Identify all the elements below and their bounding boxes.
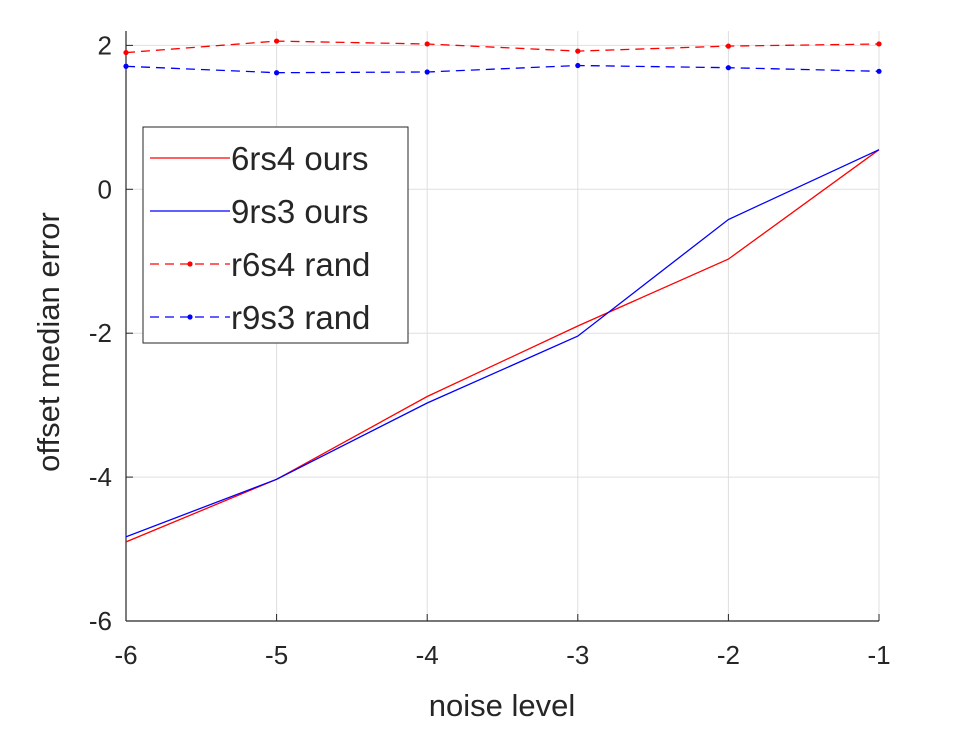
series-line-4 [125, 64, 880, 74]
data-point [274, 70, 280, 76]
y-tick-label: 0 [98, 174, 112, 204]
data-point [725, 65, 732, 71]
y-tick-label: -2 [89, 318, 112, 348]
data-point [725, 43, 732, 49]
legend-label-4: r9s3 rand [231, 299, 370, 336]
series-line-2 [125, 149, 880, 538]
series-line-3 [125, 40, 880, 54]
legend-label-3: r6s4 rand [231, 246, 370, 283]
data-point [123, 49, 129, 56]
axes [125, 31, 880, 622]
y-axis-label: offset median error [31, 212, 66, 472]
legend-marker [187, 314, 193, 320]
legend-label-2: 9rs3 ours [231, 193, 369, 230]
y-tick-label: -4 [89, 462, 112, 492]
data-point [123, 63, 129, 69]
x-tick-label: -6 [114, 640, 137, 670]
x-axis-label: noise level [429, 688, 575, 723]
legend-marker [187, 261, 193, 267]
x-tick-label: -3 [566, 640, 589, 670]
series-line-1 [125, 149, 880, 543]
x-tick-label: -1 [867, 640, 890, 670]
data-point [424, 41, 430, 47]
y-tick-labels: -6 -4 -2 0 2 [89, 30, 112, 636]
x-tick-label: -5 [265, 640, 288, 670]
data-point [575, 48, 581, 54]
data-point [274, 38, 280, 44]
data-point [575, 62, 581, 69]
legend: 6rs4 ours 9rs3 ours r6s4 rand r9s3 rand [142, 126, 409, 344]
data-point [876, 41, 882, 47]
legend-box [142, 126, 409, 344]
x-tick-label: -4 [416, 640, 439, 670]
series-group [123, 38, 882, 543]
data-point [424, 69, 430, 75]
data-point [876, 68, 882, 74]
x-tick-labels: -6 -5 -4 -3 -2 -1 [114, 640, 890, 670]
y-tick-label: -6 [89, 606, 112, 636]
y-tick-label: 2 [98, 30, 112, 60]
legend-label-1: 6rs4 ours [231, 140, 369, 177]
x-tick-label: -2 [717, 640, 740, 670]
